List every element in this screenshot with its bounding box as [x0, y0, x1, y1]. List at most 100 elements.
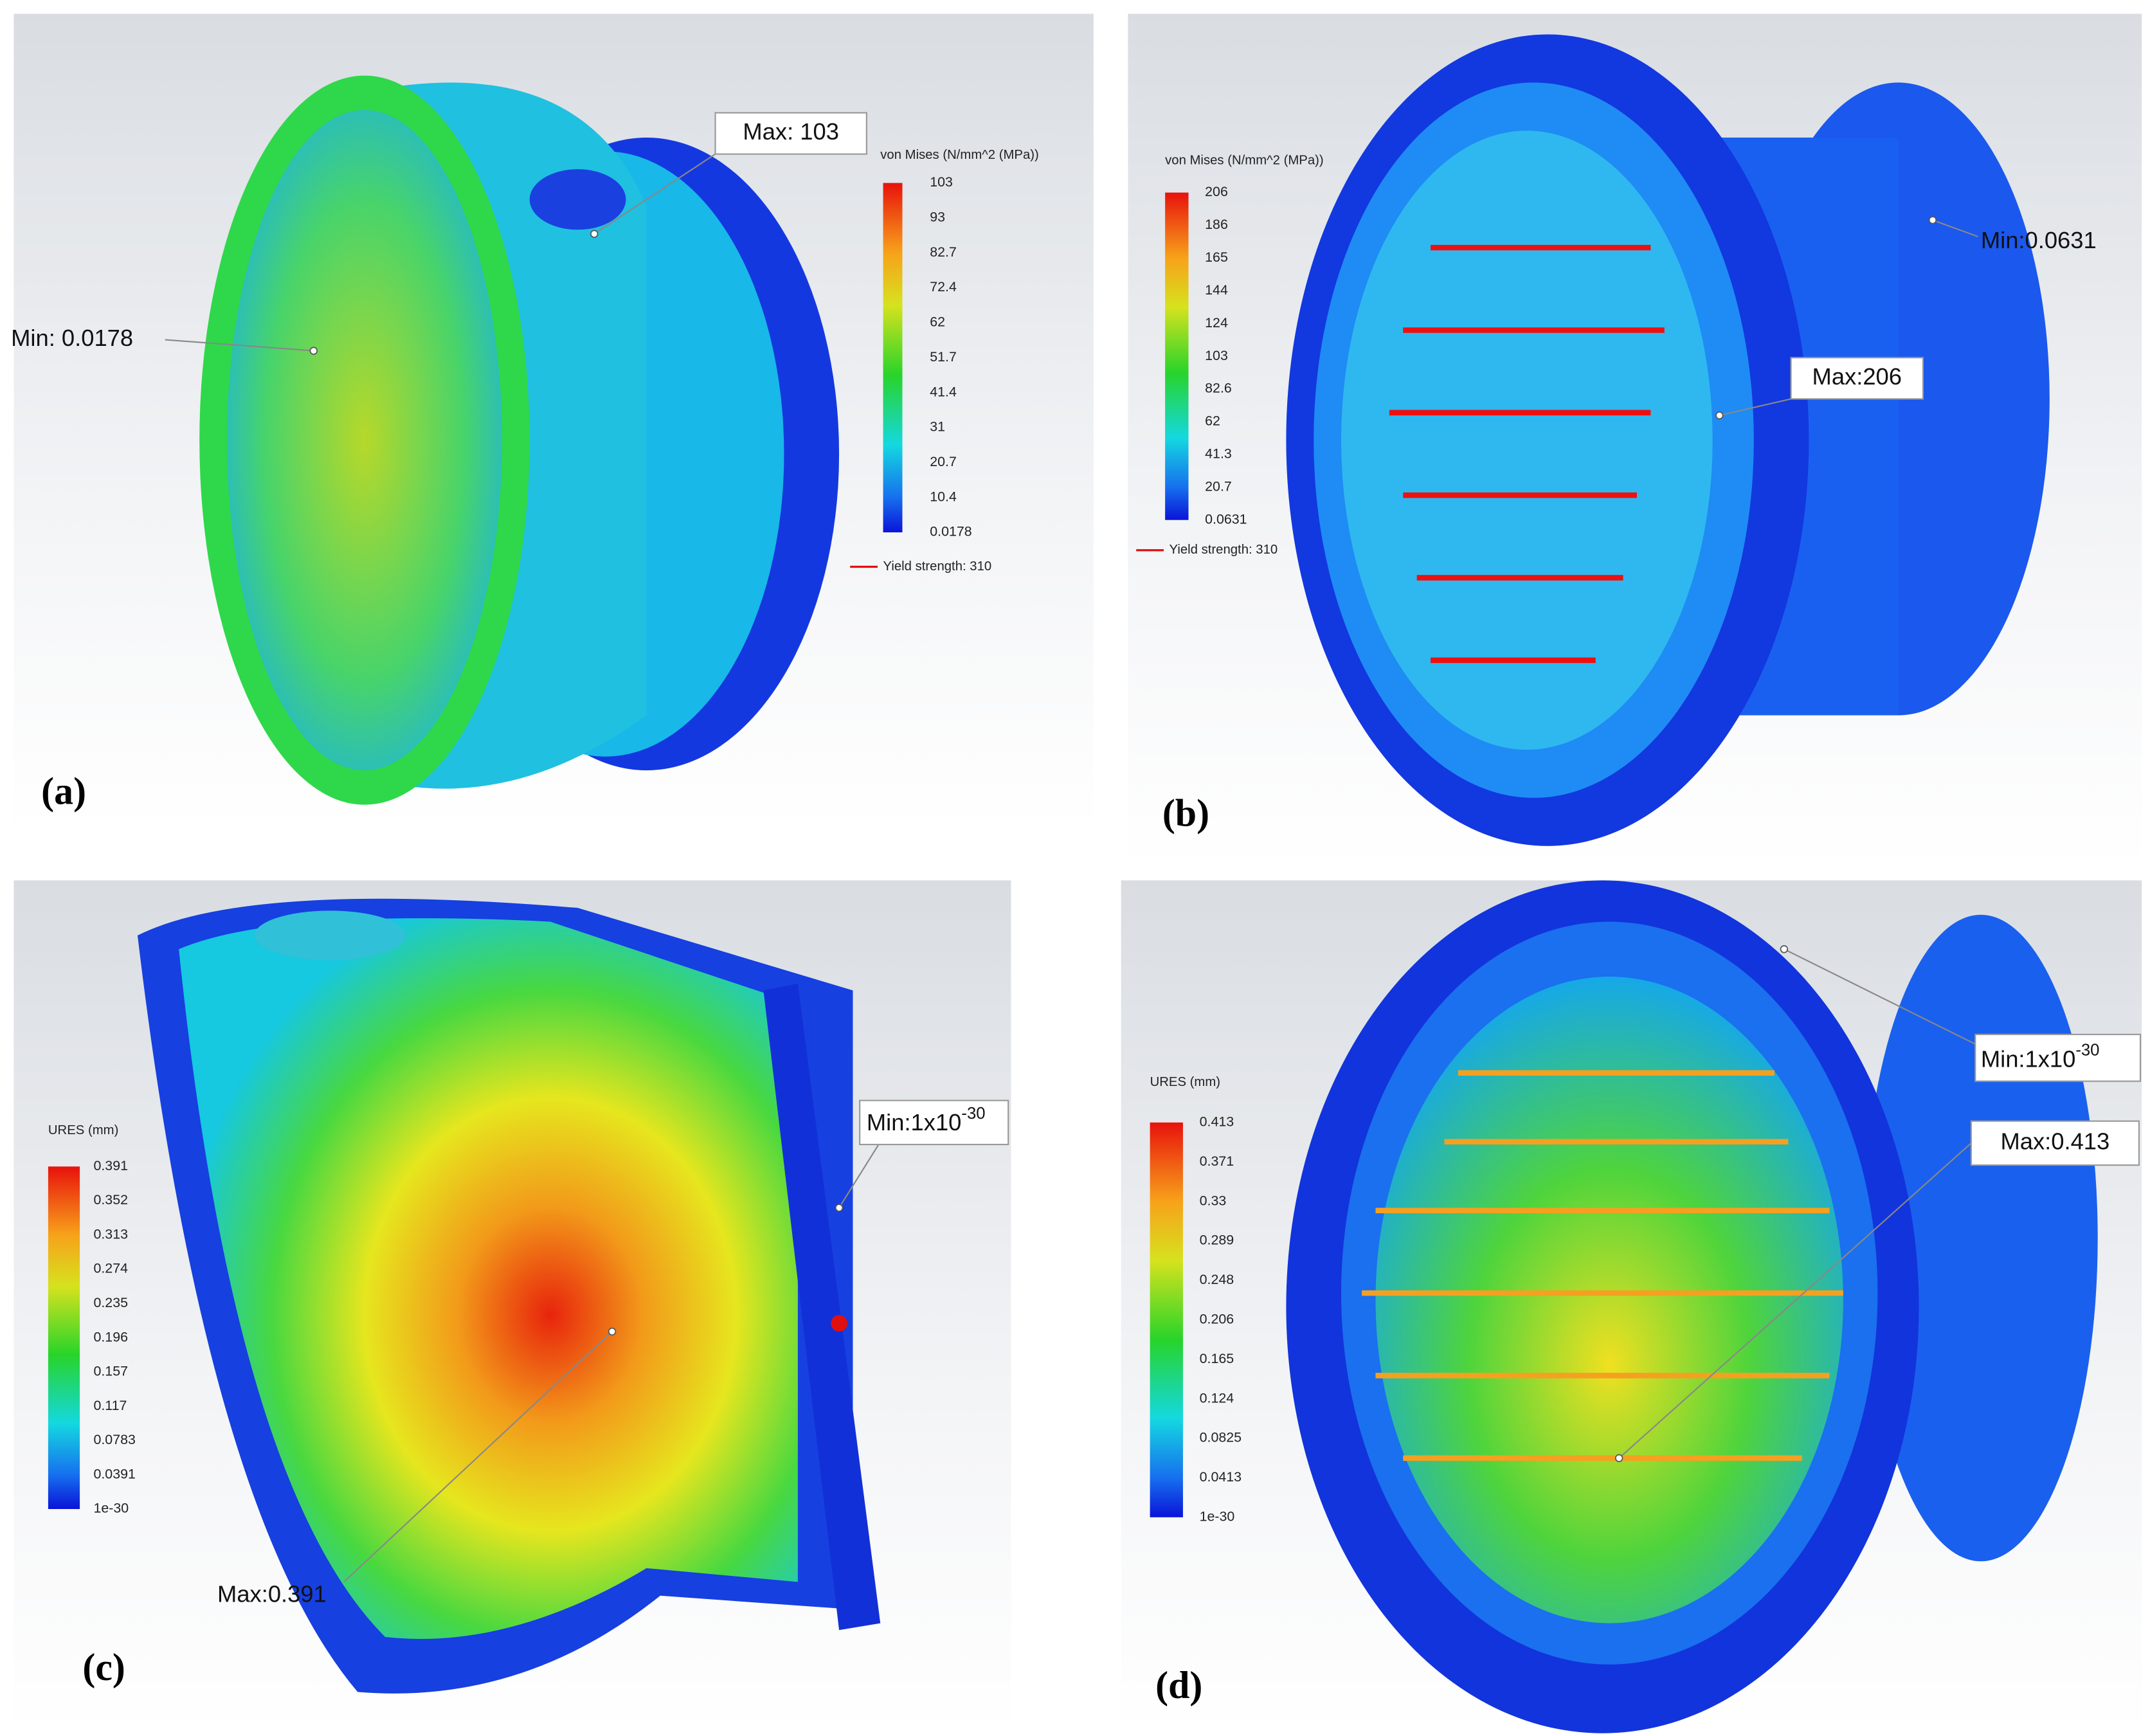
model-b — [1286, 34, 2050, 846]
annotation-box — [1970, 1120, 2140, 1166]
colorbar-tick-label: 0.371 — [1200, 1153, 1234, 1169]
colorbar-tick-label: 93 — [930, 210, 945, 225]
probe-point — [1928, 216, 1937, 224]
colorbar-tick-label: 0.289 — [1200, 1233, 1234, 1248]
colorbar-tick-label: 0.413 — [1200, 1114, 1234, 1129]
panel-label: (c) — [82, 1646, 125, 1688]
colorbar-tick-label: 0.157 — [93, 1364, 128, 1379]
panel: (b) von Mises (N/mm^2 (MPa)) 206 186 165 144 1… — [1136, 154, 2097, 835]
probe-point — [835, 1204, 844, 1212]
panel-label: (a) — [41, 770, 86, 812]
colorbar-tick-label: 0.274 — [93, 1261, 128, 1276]
leader-line — [343, 1331, 613, 1583]
colorbar-tick-label: 0.124 — [1200, 1390, 1234, 1406]
panel: (c) URES (mm) 0.391 0.352 0.313 0.274 0.235 0.1… — [48, 1099, 1009, 1688]
probe-point — [590, 230, 599, 238]
colorbar-tick-label: 62 — [930, 314, 945, 330]
colorbar-tick-label: 124 — [1205, 315, 1228, 330]
colorbar — [883, 183, 903, 532]
min-annotation: Min:0.0631 — [1981, 227, 2097, 253]
colorbar — [48, 1166, 80, 1509]
annotation-box — [714, 112, 867, 155]
colorbar-tick-label: 0.313 — [93, 1226, 128, 1242]
min-annotation: Min:1x10-30 — [1981, 1041, 2100, 1072]
colorbar-tick-label: 0.235 — [93, 1295, 128, 1310]
colorbar-tick-label: 0.0391 — [93, 1466, 135, 1481]
probe-point — [1780, 945, 1789, 954]
colorbar-tick-label: 0.0631 — [1205, 511, 1247, 527]
colorbar-tick-label: 10.4 — [930, 489, 957, 504]
colorbar — [1150, 1122, 1183, 1517]
colorbar-tick-label: 165 — [1205, 249, 1228, 265]
yield-strength: Yield strength: 310 — [883, 559, 992, 574]
colorbar-tick-label: 1e-30 — [1200, 1508, 1235, 1524]
colorbar — [1165, 192, 1189, 520]
colorbar-tick-label: 0.391 — [93, 1158, 128, 1173]
colorbar-tick-label: 206 — [1205, 184, 1228, 199]
colorbar-tick-label: 0.0825 — [1200, 1430, 1242, 1445]
yield-strength: Yield strength: 310 — [1170, 543, 1278, 557]
colorbar-tick-label: 31 — [930, 419, 945, 435]
colorbar-tick-label: 0.0413 — [1200, 1469, 1242, 1485]
colorbar-tick-label: 0.33 — [1200, 1193, 1227, 1208]
colorbar-title: URES (mm) — [1150, 1075, 1220, 1089]
colorbar-tick-label: 1e-30 — [93, 1501, 129, 1516]
probe-point — [1614, 1454, 1623, 1463]
colorbar-tick-label: 62 — [1205, 413, 1220, 429]
min-annotation: Min:1x10-30 — [867, 1105, 986, 1135]
colorbar-tick-label: 82.7 — [930, 244, 957, 260]
colorbar-tick-label: 41.4 — [930, 384, 957, 399]
min-exponent: -30 — [961, 1105, 985, 1123]
colorbar-tick-label: 20.7 — [930, 454, 957, 469]
colorbar-tick-label: 144 — [1205, 282, 1228, 298]
colorbar-title: von Mises (N/mm^2 (MPa)) — [880, 148, 1039, 162]
colorbar-tick-label: 0.0783 — [93, 1432, 135, 1447]
colorbar-tick-label: 186 — [1205, 217, 1228, 232]
probe-point — [309, 347, 318, 355]
max-annotation: Max:206 — [1812, 363, 1902, 390]
colorbar-tick-label: 0.0178 — [930, 524, 971, 539]
colorbar-tick-label: 0.248 — [1200, 1272, 1234, 1287]
colorbar-tick-label: 0.165 — [1200, 1351, 1234, 1366]
colorbar-title: von Mises (N/mm^2 (MPa)) — [1165, 154, 1324, 168]
min-base: Min:1x10 — [867, 1109, 962, 1135]
colorbar-tick-label: 20.7 — [1205, 478, 1232, 494]
colorbar-tick-label: 0.117 — [93, 1398, 127, 1413]
overlays: (a) von Mises (N/mm^2 (MPa)) 103 93 82.7 72.4… — [11, 112, 2142, 1706]
leader-line — [593, 153, 716, 235]
max-annotation: Max:0.413 — [2000, 1128, 2109, 1155]
colorbar-tick-label: 51.7 — [930, 349, 957, 365]
min-exponent: -30 — [2075, 1041, 2099, 1059]
colorbar-title: URES (mm) — [48, 1123, 118, 1137]
max-annotation: Max: 103 — [743, 118, 839, 145]
probe-point — [608, 1327, 617, 1336]
panel: (a) von Mises (N/mm^2 (MPa)) 103 93 82.7 72.4… — [11, 112, 1039, 812]
colorbar-tick-label: 82.6 — [1205, 381, 1232, 396]
panel-label: (d) — [1155, 1664, 1202, 1706]
colorbar-tick-label: 41.3 — [1205, 446, 1232, 462]
colorbar-tick-label: 0.196 — [93, 1329, 128, 1344]
colorbar-tick-label: 0.352 — [93, 1192, 128, 1207]
min-base: Min:1x10 — [1981, 1045, 2076, 1072]
probe-point — [1715, 411, 1724, 420]
model-a — [199, 75, 840, 805]
model-c — [137, 898, 881, 1694]
annotation-box — [859, 1099, 1009, 1146]
leader-line — [165, 339, 314, 352]
leader-line — [838, 1141, 881, 1209]
colorbar-tick-label: 103 — [1205, 348, 1228, 363]
panel: (d) URES (mm) 0.413 0.371 0.33 0.289 0.248 0.20… — [1150, 945, 2142, 1706]
colorbar-tick-label: 103 — [930, 174, 953, 190]
leader-line — [1932, 219, 1978, 237]
panel-label: (b) — [1162, 792, 1209, 835]
colorbar-tick-label: 72.4 — [930, 279, 957, 294]
min-annotation: Min: 0.0178 — [11, 325, 133, 351]
leader-line — [1784, 948, 1979, 1046]
colorbar-tick-label: 0.206 — [1200, 1311, 1234, 1326]
annotation-box — [1974, 1033, 2142, 1082]
leader-line — [1719, 398, 1791, 417]
annotation-box — [1790, 357, 1924, 400]
leader-line — [1618, 1143, 1972, 1459]
max-annotation: Max:0.391 — [217, 1580, 327, 1607]
